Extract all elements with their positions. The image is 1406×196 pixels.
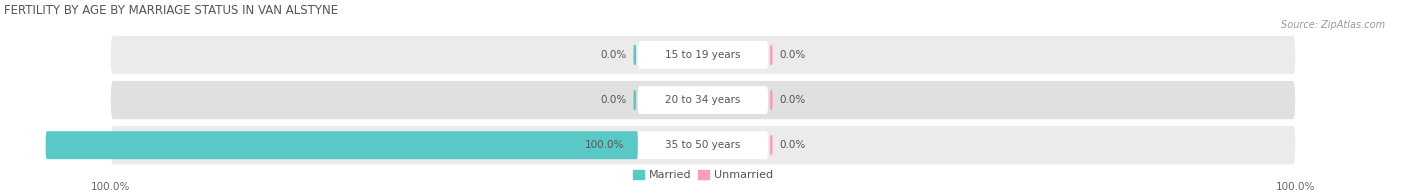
FancyBboxPatch shape: [111, 36, 1295, 74]
Text: 35 to 50 years: 35 to 50 years: [665, 140, 741, 150]
FancyBboxPatch shape: [770, 45, 772, 65]
Text: 0.0%: 0.0%: [780, 50, 806, 60]
FancyBboxPatch shape: [45, 131, 638, 159]
Text: 0.0%: 0.0%: [780, 95, 806, 105]
FancyBboxPatch shape: [634, 90, 636, 110]
Text: 0.0%: 0.0%: [600, 95, 626, 105]
Legend: Married, Unmarried: Married, Unmarried: [628, 165, 778, 184]
Text: 0.0%: 0.0%: [780, 140, 806, 150]
Text: 20 to 34 years: 20 to 34 years: [665, 95, 741, 105]
FancyBboxPatch shape: [111, 81, 1295, 119]
FancyBboxPatch shape: [770, 90, 772, 110]
FancyBboxPatch shape: [111, 126, 1295, 164]
FancyBboxPatch shape: [638, 86, 768, 114]
FancyBboxPatch shape: [638, 41, 768, 69]
FancyBboxPatch shape: [770, 135, 772, 155]
Text: 0.0%: 0.0%: [600, 50, 626, 60]
FancyBboxPatch shape: [634, 45, 636, 65]
FancyBboxPatch shape: [638, 131, 768, 159]
Text: 100.0%: 100.0%: [585, 140, 624, 150]
FancyBboxPatch shape: [634, 135, 636, 155]
Text: FERTILITY BY AGE BY MARRIAGE STATUS IN VAN ALSTYNE: FERTILITY BY AGE BY MARRIAGE STATUS IN V…: [4, 4, 339, 17]
Text: 15 to 19 years: 15 to 19 years: [665, 50, 741, 60]
Text: Source: ZipAtlas.com: Source: ZipAtlas.com: [1281, 20, 1385, 30]
